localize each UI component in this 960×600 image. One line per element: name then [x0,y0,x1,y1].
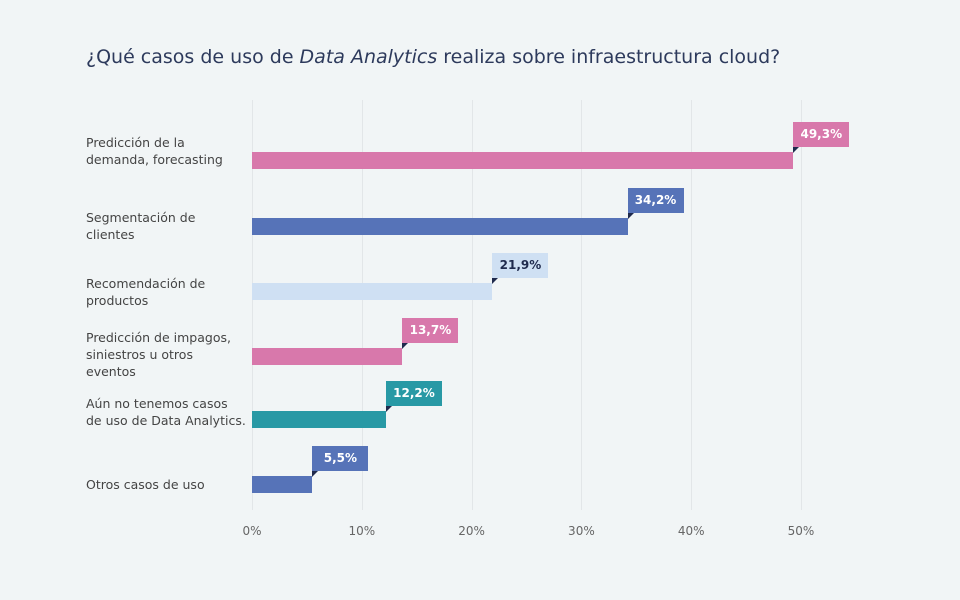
x-tick-label: 10% [348,524,376,538]
category-label: Segmentación de clientes [86,210,196,242]
title-suffix: realiza sobre infraestructura cloud? [437,46,781,68]
bar [252,411,386,428]
label-pointer [492,278,499,284]
category-label: Otros casos de uso [86,477,205,492]
category-label: Recomendación de productos [86,276,206,308]
data-label: 12,2% [385,381,442,406]
label-pointer [793,147,800,153]
x-tick-label: 0% [242,524,262,538]
data-label: 49,3% [793,122,850,147]
data-label: 21,9% [492,253,549,278]
x-tick-label: 30% [568,524,595,538]
gridline [361,100,363,510]
gridline [471,100,473,510]
bar [252,476,313,493]
label-pointer [402,343,409,349]
gridline [691,100,693,510]
category-label: Predicción de impagos, siniestros u otro… [86,330,231,379]
bar [252,283,493,300]
bar [252,152,794,169]
data-label: 34,2% [627,188,684,213]
bar [252,218,628,235]
title-prefix: ¿Qué casos de uso de [86,46,300,68]
gridline [801,100,802,510]
label-pointer [627,213,634,219]
x-tick-label: 20% [458,524,485,538]
label-pointer [385,406,392,412]
category-label: Aún no tenemos casos de uso de Data Anal… [86,396,246,428]
gridline [581,100,583,510]
gridline [252,100,253,510]
chart-title: ¿Qué casos de uso de Data Analytics real… [86,46,780,68]
label-pointer [312,471,319,477]
data-label: 13,7% [402,318,459,343]
x-tick-label: 50% [787,524,815,538]
category-label: Predicción de la demanda, forecasting [86,135,223,167]
x-tick-label: 40% [677,524,705,538]
title-italic: Data Analytics [299,46,438,68]
data-label: 5,5% [312,446,369,471]
bar [252,348,403,365]
